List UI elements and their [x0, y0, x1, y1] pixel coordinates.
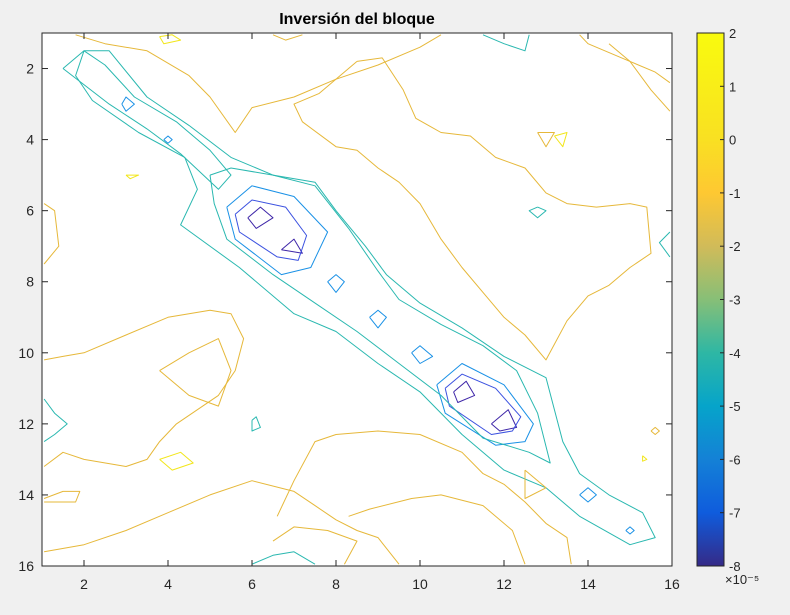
- contour-line-18: [482, 34, 530, 52]
- colorbar-tick-label-0: 2: [729, 26, 736, 41]
- y-tick-label-5: 12: [18, 416, 34, 432]
- y-tick-label-3: 8: [26, 274, 34, 290]
- contour-line-9: [411, 345, 434, 364]
- contour-line-2: [453, 380, 476, 403]
- y-tick-label-7: 16: [18, 558, 34, 574]
- x-tick-label-3: 8: [332, 576, 340, 592]
- contour-line-44: [642, 455, 648, 462]
- contour-line-19: [43, 398, 68, 443]
- x-tick-label-2: 6: [248, 576, 256, 592]
- contour-line-36: [537, 132, 555, 148]
- x-tick-label-7: 16: [664, 576, 680, 592]
- contour-line-1: [281, 238, 303, 254]
- colorbar-tick-label-10: -8: [729, 559, 741, 574]
- plot-area: [42, 33, 672, 566]
- y-tick-label-4: 10: [18, 345, 34, 361]
- y-tick-label-6: 14: [18, 487, 34, 503]
- contour-line-7: [327, 274, 345, 293]
- colorbar-tick-label-3: -1: [729, 186, 741, 201]
- colorbar-exponent: ×10⁻⁵: [725, 572, 759, 587]
- y-tick-label-2: 6: [26, 203, 34, 219]
- contour-line-16: [62, 50, 232, 190]
- contour-line-39: [650, 426, 660, 435]
- contour-line-10: [436, 363, 534, 446]
- contour-plot: 2 4 6 8 10 12 14 16 2 4 6 8 10 12 14 16: [18, 32, 680, 592]
- contour-line-13: [579, 487, 597, 503]
- chart-title: Inversión del bloque: [279, 11, 435, 28]
- contour-line-25: [272, 34, 303, 41]
- x-tick-label-0: 2: [80, 576, 88, 592]
- contour-line-20: [658, 231, 671, 258]
- colorbar-tick-label-6: -4: [729, 346, 741, 361]
- contour-line-15: [209, 167, 551, 464]
- contour-line-38: [608, 43, 671, 84]
- contour-line-23: [251, 551, 316, 565]
- colorbar-tick-label-9: -7: [729, 506, 741, 521]
- plot-frame: [41, 32, 673, 567]
- x-axis: 2 4 6 8 10 12 14 16: [80, 33, 680, 592]
- contour-line-6: [226, 185, 329, 276]
- contour-line-11: [121, 96, 135, 112]
- y-axis: 2 4 6 8 10 12 14 16: [18, 61, 672, 574]
- colorbar-tick-label-1: 1: [729, 79, 736, 94]
- x-tick-label-1: 4: [164, 576, 172, 592]
- contour-line-3: [491, 409, 518, 432]
- contour-line-0: [247, 206, 274, 229]
- contour-line-8: [369, 309, 387, 329]
- colorbar-tick-label-5: -3: [729, 293, 741, 308]
- colorbar-gradient: [696, 32, 725, 567]
- contour-line-26: [293, 57, 652, 361]
- contour-line-28: [43, 203, 60, 265]
- contour-line-40: [159, 451, 194, 471]
- contour-line-32: [159, 338, 232, 407]
- colorbar-tick-label-4: -2: [729, 239, 741, 254]
- contour-lines: [43, 34, 671, 565]
- contour-line-41: [554, 132, 568, 148]
- colorbar: 2 1 0 -1 -2 -3 -4 -5 -6 -7 -8 ×10⁻⁵: [696, 26, 759, 587]
- contour-line-17: [75, 50, 656, 546]
- contour-line-22: [251, 416, 261, 432]
- contour-line-14: [625, 526, 635, 535]
- contour-line-33: [276, 430, 572, 565]
- y-tick-label-0: 2: [26, 61, 34, 77]
- contour-line-43: [125, 174, 140, 180]
- x-tick-label-6: 14: [580, 576, 596, 592]
- colorbar-tick-label-8: -6: [729, 452, 741, 467]
- colorbar-ticks: 2 1 0 -1 -2 -3 -4 -5 -6 -7 -8: [720, 26, 741, 574]
- x-tick-label-4: 10: [412, 576, 428, 592]
- contour-line-37: [524, 469, 547, 499]
- colorbar-tick-label-2: 0: [729, 133, 736, 148]
- y-tick-label-1: 4: [26, 132, 34, 148]
- colorbar-tick-label-7: -5: [729, 399, 741, 414]
- contour-line-12: [163, 135, 173, 144]
- x-tick-label-5: 12: [496, 576, 512, 592]
- contour-line-31: [44, 480, 400, 565]
- contour-line-21: [528, 206, 547, 219]
- contour-line-4: [234, 199, 308, 261]
- contour-line-34: [348, 494, 526, 565]
- contour-line-30: [43, 490, 81, 503]
- contour-line-35: [272, 526, 358, 565]
